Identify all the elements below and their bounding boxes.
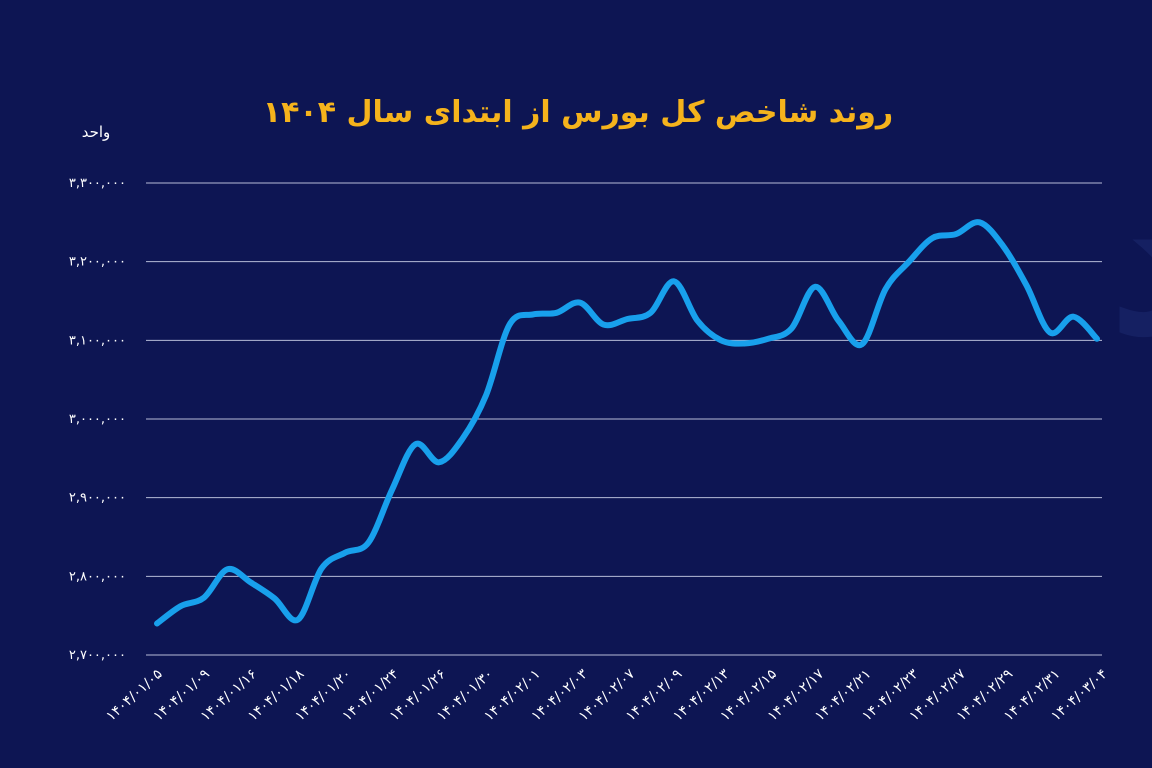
y-tick-label: ۲,۹۰۰,۰۰۰ — [69, 491, 126, 506]
y-tick-label: ۳,۳۰۰,۰۰۰ — [69, 176, 126, 191]
y-tick-label: ۳,۱۰۰,۰۰۰ — [69, 333, 126, 348]
x-axis-tick-labels: ۱۴۰۴/۰۱/۰۵۱۴۰۴/۰۱/۰۹۱۴۰۴/۰۱/۱۶۱۴۰۴/۰۱/۱۸… — [103, 666, 1110, 725]
y-axis-unit-label: واحد — [82, 123, 111, 141]
y-tick-label: ۳,۰۰۰,۰۰۰ — [69, 412, 126, 427]
gridlines — [146, 182, 1102, 656]
watermark-layer: دنیای اقتصاد — [1110, 133, 1152, 380]
y-tick-label: ۲,۷۰۰,۰۰۰ — [69, 648, 126, 663]
y-tick-label: ۳,۲۰۰,۰۰۰ — [69, 255, 126, 270]
watermark-logo: دنیای اقتصاد — [1110, 133, 1152, 380]
series-line — [154, 219, 1100, 627]
series-layer — [154, 219, 1100, 627]
y-axis-tick-labels: ۲,۷۰۰,۰۰۰ ۲,۸۰۰,۰۰۰ ۲,۹۰۰,۰۰۰ ۳,۰۰۰,۰۰۰ ۳,۱۰… — [69, 176, 126, 663]
y-tick-label: ۲,۸۰۰,۰۰۰ — [69, 569, 126, 584]
chart-title: روند شاخص کل بورس از ابتدای سال ۱۴۰۴ — [263, 95, 893, 130]
